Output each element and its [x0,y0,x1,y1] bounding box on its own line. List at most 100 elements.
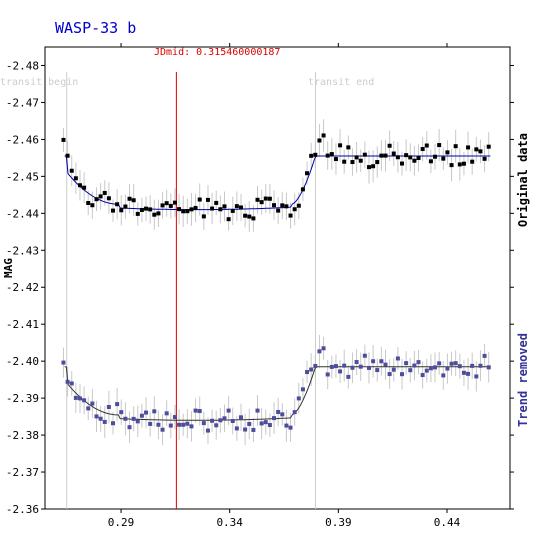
data-point-trend-removed [86,406,91,411]
data-point-trend-removed [288,425,293,430]
model-curve-original [64,155,491,211]
data-point-original [329,152,334,157]
data-point-original [387,143,392,148]
data-point-trend-removed [400,372,405,377]
data-point-trend-removed [263,420,268,425]
data-point-original [144,206,149,211]
data-point-trend-removed [300,387,305,392]
data-point-trend-removed [77,396,82,401]
data-point-trend-removed [119,410,124,415]
data-point-original [466,145,471,150]
y-axis-ticks: -2.48 -2.47 -2.46 -2.45 -2.44 -2.43 -2.42 -2.41… [6,59,514,516]
data-point-trend-removed [152,409,157,414]
data-point-original [243,213,248,218]
data-point-trend-removed [309,367,314,372]
data-point-trend-removed [205,428,210,433]
data-point-original [214,200,219,205]
data-point-original [238,205,243,210]
data-point-original [433,154,438,159]
data-point-original [313,152,318,157]
data-point-original [288,213,293,218]
y-tick-label: -2.39 [6,392,39,405]
data-point-trend-removed [272,416,277,421]
data-point-original [371,164,376,169]
data-point-trend-removed [437,361,442,366]
data-point-trend-removed [387,372,392,377]
x-tick-label: 0.39 [325,516,352,529]
data-point-trend-removed [313,363,318,368]
data-point-original [226,217,231,222]
data-point-trend-removed [127,425,132,430]
data-point-trend-removed [296,396,301,401]
data-point-original [362,152,367,157]
data-point-original [408,155,413,160]
data-point-trend-removed [424,368,429,373]
data-point-trend-removed [449,361,454,366]
data-point-original [309,153,314,158]
data-point-original [383,153,388,158]
data-point-trend-removed [247,421,252,426]
data-point-original [441,156,446,161]
data-point-trend-removed [366,365,371,370]
data-point-trend-removed [412,363,417,368]
data-point-original [457,162,462,167]
y-tick-label: -2.48 [6,59,39,72]
data-point-original [420,147,425,152]
data-point-original [395,155,400,160]
data-point-trend-removed [383,362,388,367]
data-point-original [172,200,177,205]
data-point-trend-removed [185,421,190,426]
data-point-original [222,204,227,209]
data-point-original [102,190,107,195]
data-point-trend-removed [333,364,338,369]
data-point-trend-removed [144,410,149,415]
data-point-trend-removed [148,421,153,426]
data-point-trend-removed [115,402,120,407]
y-tick-label: -2.41 [6,318,39,331]
data-point-original [193,205,198,210]
data-point-original [333,157,338,162]
data-point-trend-removed [181,422,186,427]
data-point-original [263,196,268,201]
data-point-original [205,197,210,202]
data-point-original [94,197,99,202]
data-point-original [127,196,132,201]
data-point-trend-removed [379,359,384,364]
data-point-trend-removed [82,398,87,403]
data-point-trend-removed [276,409,281,414]
data-point-trend-removed [354,360,359,365]
x-axis-ticks: 0.29 0.34 0.39 0.44 [108,43,461,529]
data-point-original [106,196,111,201]
data-point-original [296,203,301,208]
data-point-original [412,158,417,163]
data-point-original [156,211,161,216]
data-point-trend-removed [317,349,322,354]
data-point-original [453,144,458,149]
data-point-original [148,207,153,212]
data-point-trend-removed [486,365,491,370]
data-point-trend-removed [305,370,310,375]
data-point-original [168,203,173,208]
data-point-original [230,208,235,213]
transit-begin-label: transit begin [0,77,78,88]
data-point-original [69,168,74,173]
x-tick-label: 0.34 [216,516,243,529]
data-point-trend-removed [214,423,219,428]
data-point-trend-removed [321,346,326,351]
data-point-original [255,197,260,202]
data-point-original [189,207,194,212]
data-point-trend-removed [453,361,458,366]
data-point-original [486,144,491,149]
series-label-original: Original data [516,133,530,227]
data-point-original [65,153,70,158]
data-point-trend-removed [189,424,194,429]
data-point-original [234,204,239,209]
data-point-original [276,208,281,213]
data-point-trend-removed [325,372,330,377]
data-point-trend-removed [131,416,136,421]
data-point-original [135,211,140,216]
jdmid-label: JDmid: 0.315460000187 [154,47,280,58]
data-point-original [280,203,285,208]
data-point-original [181,209,186,214]
data-point-original [437,143,442,148]
